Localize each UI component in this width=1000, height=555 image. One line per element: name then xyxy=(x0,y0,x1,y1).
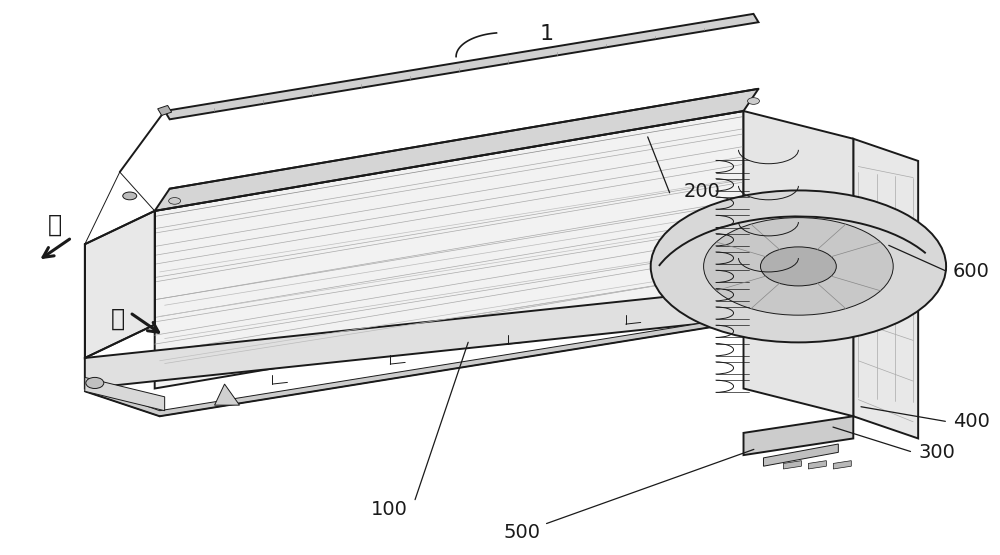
Polygon shape xyxy=(155,89,758,211)
Polygon shape xyxy=(833,461,851,469)
Polygon shape xyxy=(85,289,744,388)
Text: 400: 400 xyxy=(953,412,990,431)
Polygon shape xyxy=(808,461,826,469)
Polygon shape xyxy=(763,444,838,466)
Polygon shape xyxy=(155,111,744,388)
Polygon shape xyxy=(744,416,853,455)
Polygon shape xyxy=(783,461,801,469)
Polygon shape xyxy=(158,105,172,115)
Text: 300: 300 xyxy=(918,443,955,462)
Ellipse shape xyxy=(760,247,836,286)
Text: 500: 500 xyxy=(503,523,540,542)
Text: 200: 200 xyxy=(684,182,721,201)
Text: 1: 1 xyxy=(540,24,554,44)
Text: 100: 100 xyxy=(371,500,408,519)
Text: 上: 上 xyxy=(48,213,62,237)
Ellipse shape xyxy=(123,192,137,200)
Text: 600: 600 xyxy=(953,263,990,281)
Polygon shape xyxy=(215,384,240,405)
Ellipse shape xyxy=(748,98,759,104)
Polygon shape xyxy=(165,14,758,119)
Polygon shape xyxy=(853,139,918,438)
Polygon shape xyxy=(85,377,165,411)
Text: 下: 下 xyxy=(111,307,125,331)
Ellipse shape xyxy=(704,218,893,315)
Ellipse shape xyxy=(169,198,181,204)
Polygon shape xyxy=(85,211,155,358)
Polygon shape xyxy=(744,111,853,416)
Ellipse shape xyxy=(651,190,946,342)
Ellipse shape xyxy=(86,377,104,388)
Polygon shape xyxy=(85,316,744,416)
